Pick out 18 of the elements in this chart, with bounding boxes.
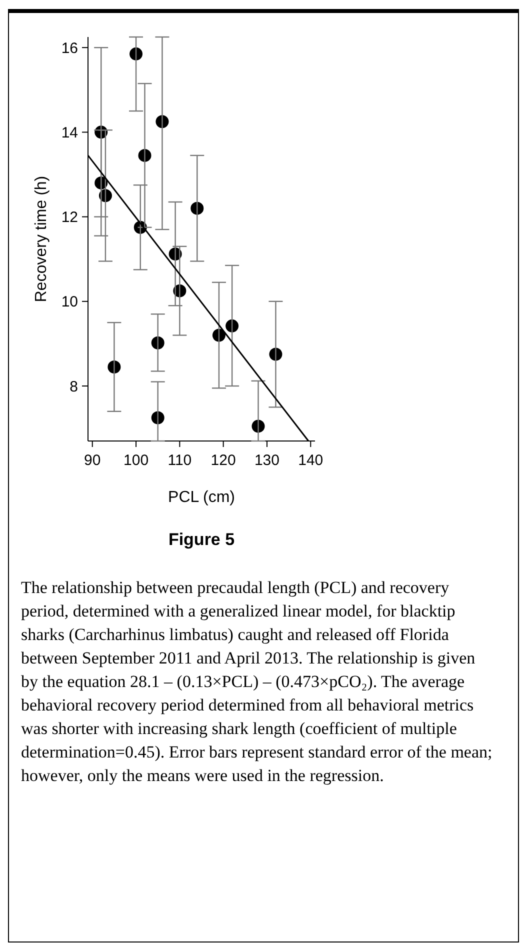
text: The relationship between precaudal length (PCL) and recovery period, determined with a generalized linear model, for blacktip sharks (Carcharhinus limbatus) caught and released off Florida between September 2011 and April 2013. The relationship is given by the equation 28.1 – (0.13×PCL) – (0.473×pCO₂). The average behavioral recovery period determined from all behavioral metrics was shorter with increasing shark length (coefficient of multiple determination=0.45). Error bars represent standard error of the mean; however, only the means were used in the regression. — [21, 578, 492, 785]
y-tick-label: 10 — [61, 294, 78, 311]
x-tick-label: 110 — [168, 452, 192, 469]
x-tick-label: 130 — [254, 452, 280, 469]
text: Figure 5 — [168, 530, 235, 549]
x-tick-label: 90 — [84, 452, 101, 469]
x-tick-label: 100 — [124, 452, 149, 469]
x-axis-title: PCL (cm) — [168, 489, 235, 506]
y-tick-label: 8 — [70, 378, 78, 396]
point — [226, 319, 239, 332]
y-tick-label: 14 — [61, 124, 78, 142]
y-axis-title: Recovery time (h) — [33, 176, 50, 302]
x-tick-label: 140 — [298, 452, 324, 469]
y-tick-label: 16 — [61, 40, 78, 57]
x-tick-label: 120 — [210, 452, 236, 469]
y-tick-label: 12 — [61, 209, 78, 226]
point — [130, 47, 143, 60]
point — [190, 202, 204, 215]
